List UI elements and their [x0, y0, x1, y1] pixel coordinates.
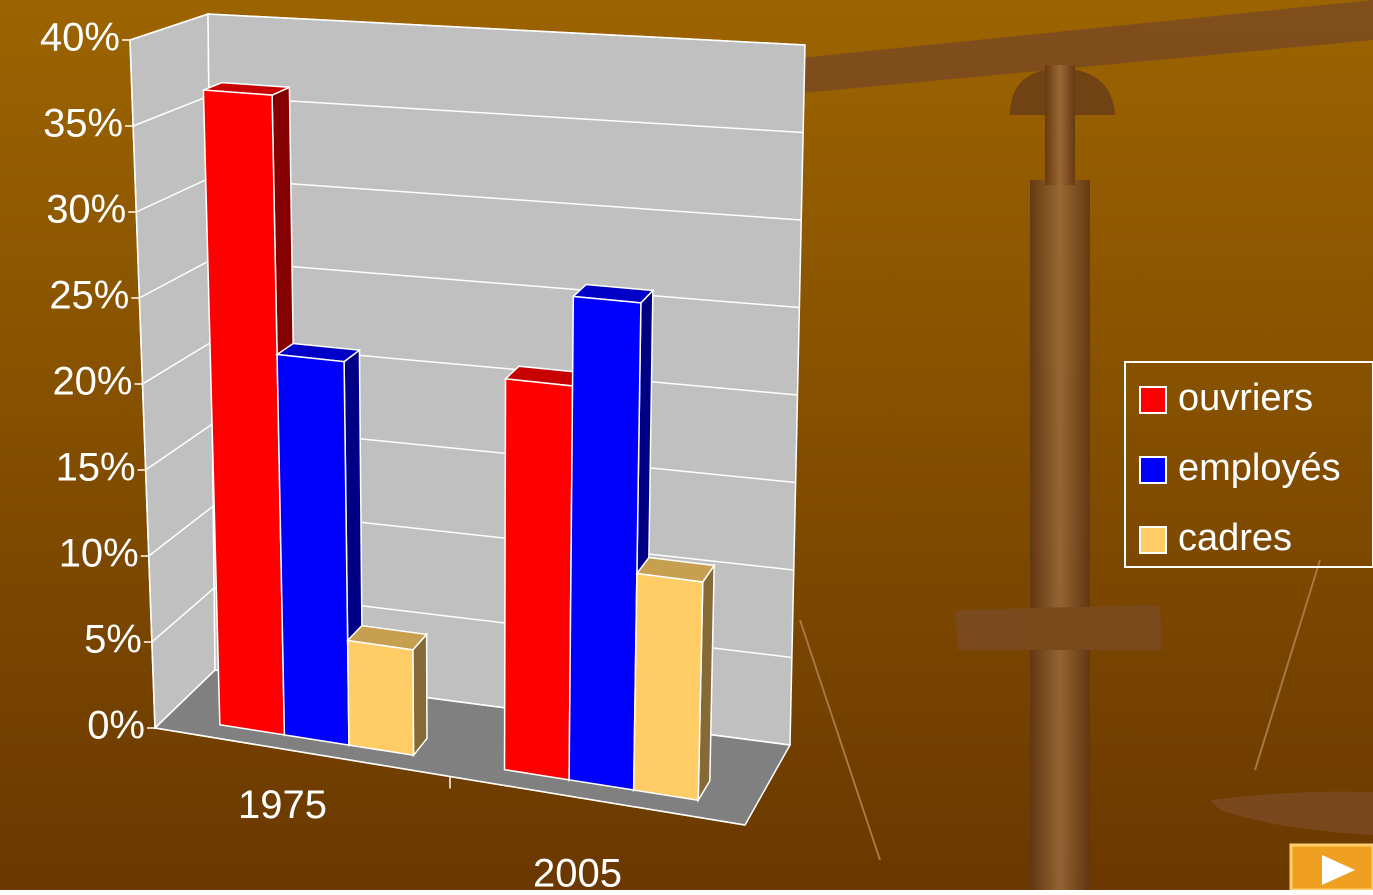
- bar-front: [568, 295, 642, 791]
- y-axis: [129, 39, 156, 729]
- x-tick-label: 1975: [238, 783, 327, 827]
- legend-label: employés: [1178, 447, 1341, 489]
- y-tick-label: 20%: [52, 360, 132, 404]
- y-tick-label: 40%: [40, 16, 120, 60]
- y-tick-label: 15%: [56, 446, 136, 490]
- grid-line: [129, 13, 806, 46]
- legend-swatch: [1139, 386, 1167, 414]
- legend-box: [1124, 361, 1373, 568]
- bar-front: [202, 89, 286, 736]
- legend-label: cadres: [1178, 517, 1292, 559]
- y-tick-label: 10%: [59, 532, 139, 576]
- next-button[interactable]: [1289, 843, 1373, 892]
- bar: [632, 556, 716, 804]
- y-tick-label: 5%: [84, 618, 142, 662]
- next-arrow[interactable]: [1322, 855, 1355, 885]
- legend-swatch: [1139, 526, 1167, 554]
- y-tick-label: 0%: [87, 704, 145, 748]
- bar-front: [346, 639, 415, 757]
- y-tick-label: 30%: [46, 188, 126, 232]
- bar-front: [503, 377, 574, 781]
- legend-label: ouvriers: [1178, 377, 1313, 419]
- balance-decoration: [780, 0, 1373, 890]
- legend-swatch: [1139, 456, 1167, 484]
- bar: [346, 624, 429, 758]
- bar-front: [632, 572, 704, 802]
- bar-side: [412, 632, 428, 758]
- y-tick-label: 25%: [49, 274, 129, 318]
- bar-front: [276, 353, 350, 746]
- x-tick-label: 2005: [533, 851, 622, 890]
- y-tick-label: 35%: [43, 102, 123, 146]
